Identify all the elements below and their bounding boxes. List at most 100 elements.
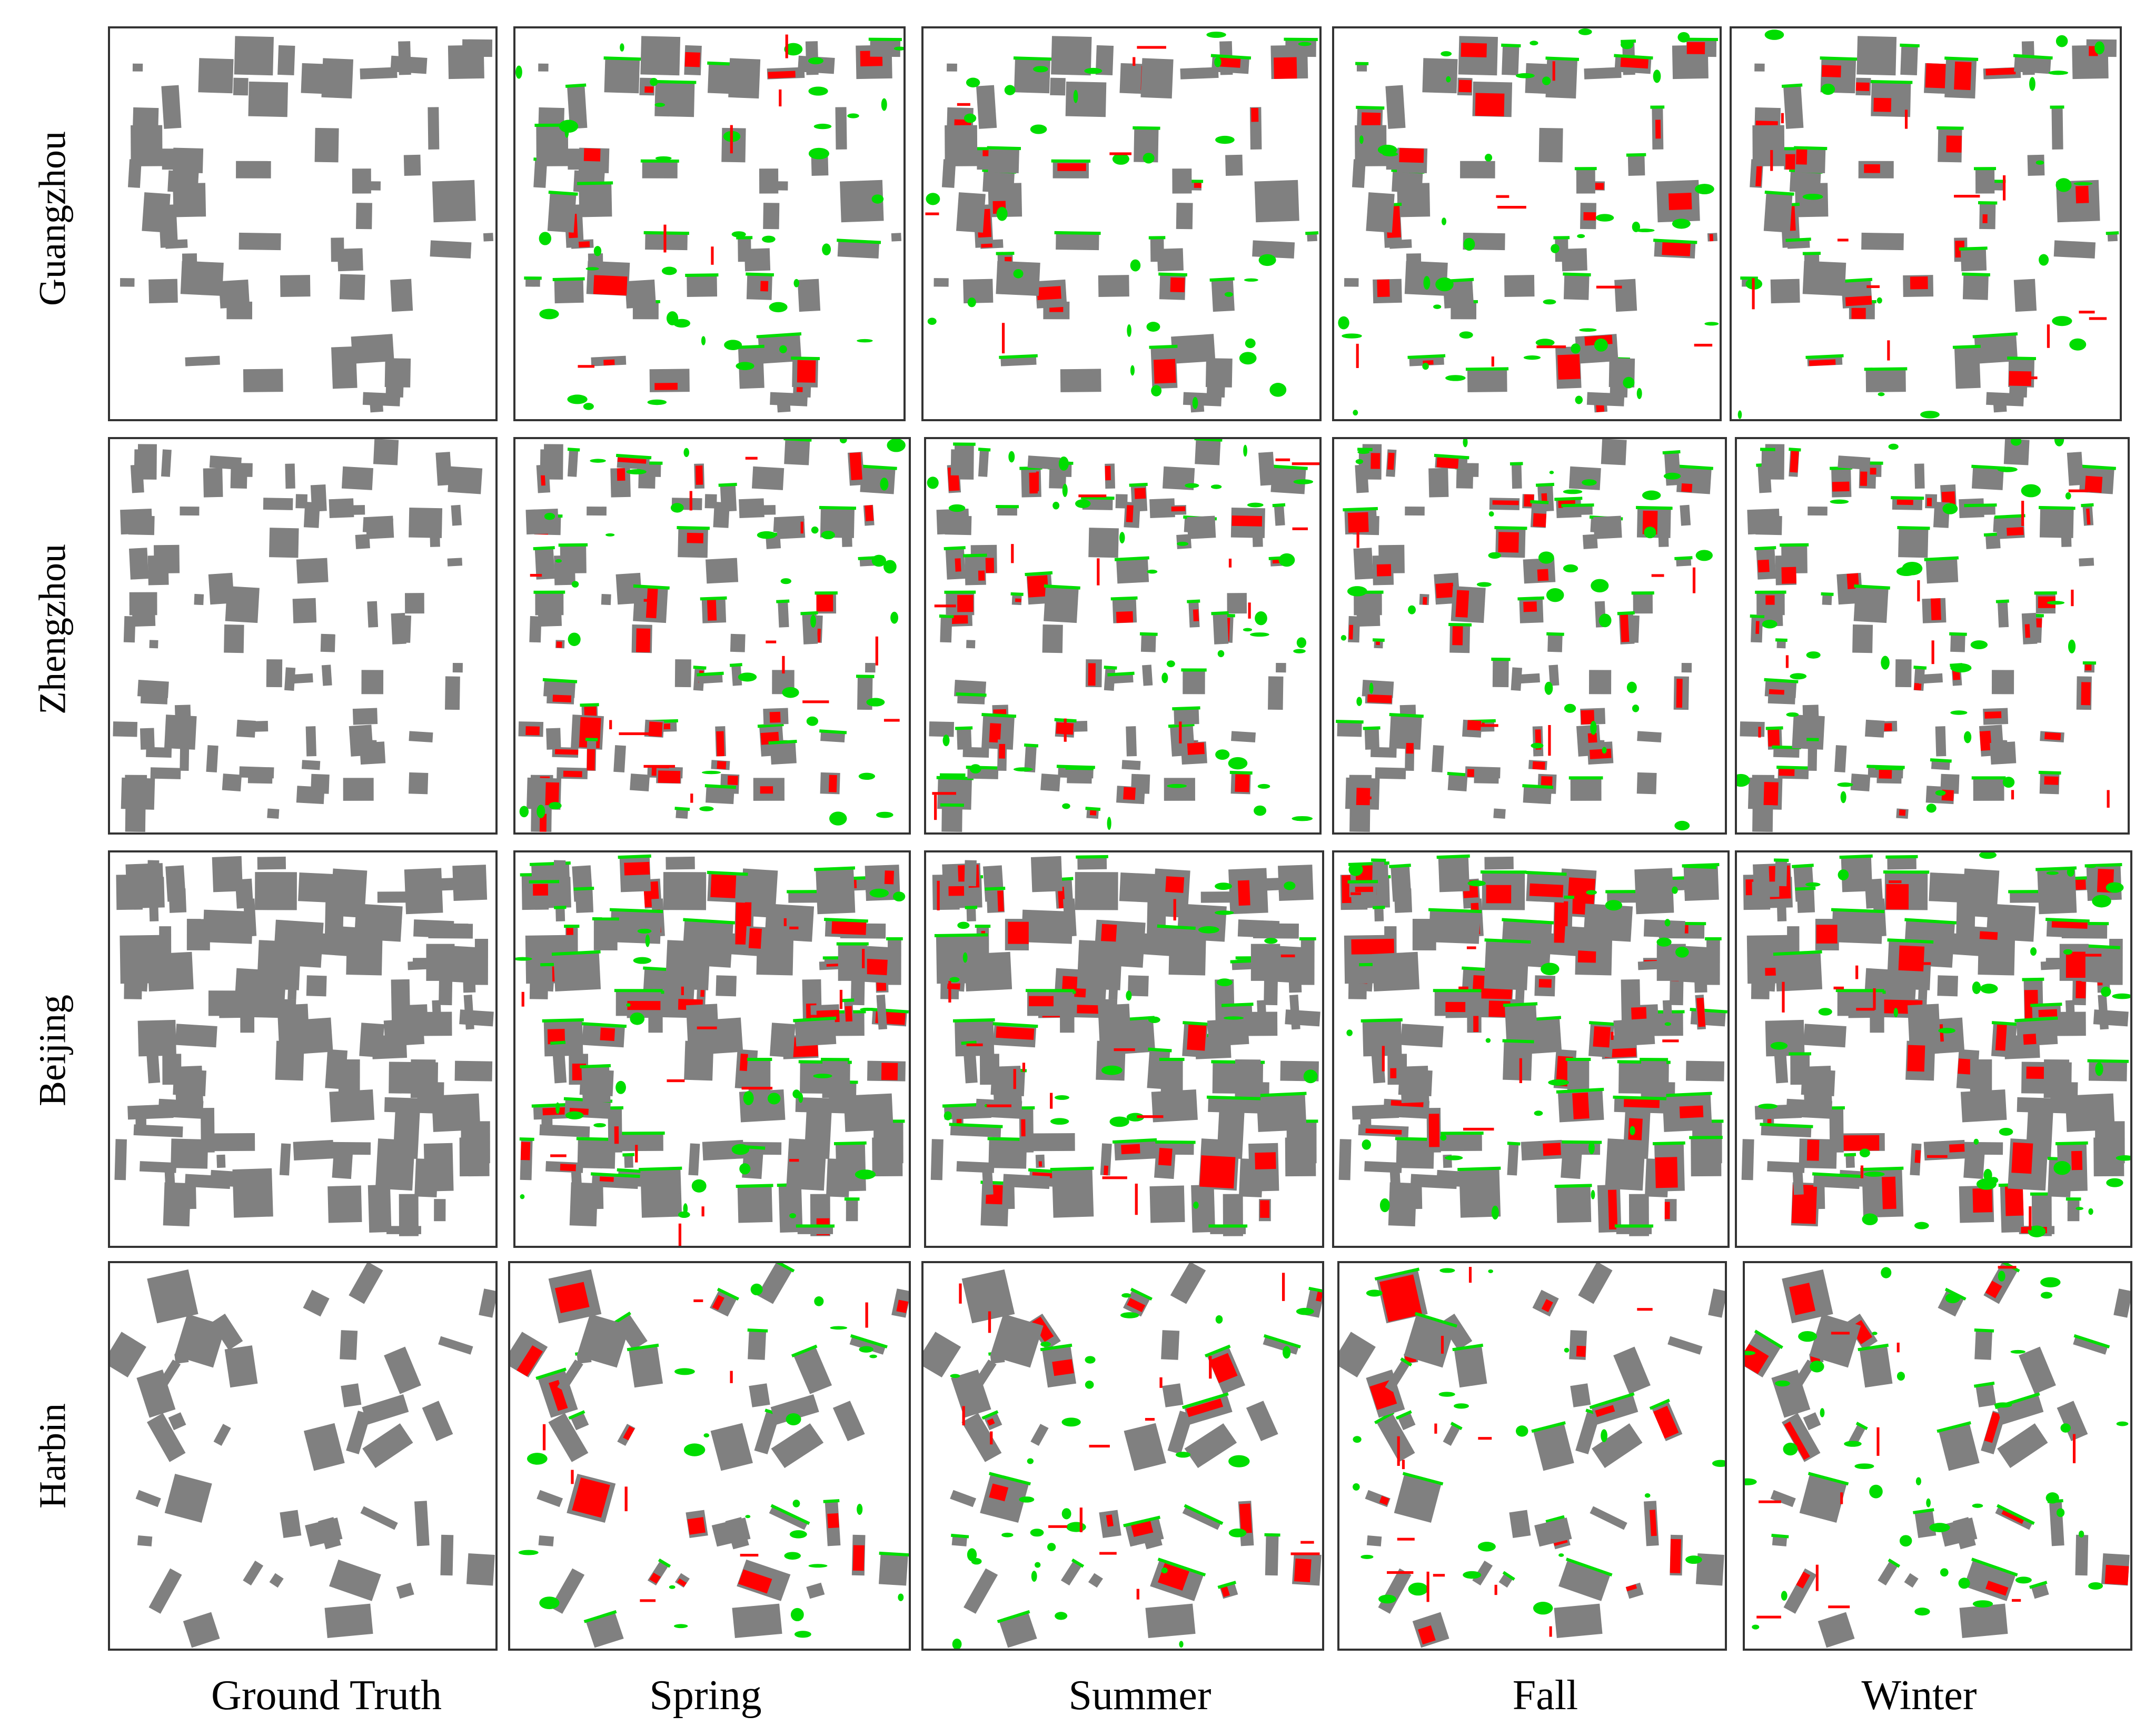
false-positive-edge — [2081, 944, 2120, 949]
false-positive-edge — [1760, 1123, 1813, 1128]
building — [257, 856, 286, 870]
false-positive-blob — [1764, 29, 1784, 40]
false-positive-blob — [1488, 552, 1502, 559]
missed-region — [1008, 921, 1029, 944]
missed-region — [1755, 621, 1760, 634]
false-positive-blob — [811, 526, 819, 534]
row-label-beijing: Beijing — [31, 995, 74, 1106]
missed-region — [624, 861, 650, 876]
false-positive-edge — [1357, 448, 1373, 451]
false-positive-blob — [1737, 773, 1750, 787]
building — [225, 586, 260, 623]
false-positive-edge — [2079, 464, 2116, 470]
building — [1385, 85, 1406, 129]
building — [1200, 891, 1235, 903]
building — [1274, 504, 1285, 526]
missed-region — [984, 558, 995, 573]
false-positive-edge — [2073, 1334, 2110, 1348]
false-positive-edge — [939, 773, 966, 777]
false-positive-edge — [1991, 1021, 2019, 1026]
building — [1983, 1263, 2018, 1304]
missed-strip — [521, 991, 524, 1007]
false-positive-edge — [747, 1328, 768, 1333]
false-positive-edge — [1588, 1021, 1616, 1026]
false-positive-edge — [1372, 638, 1385, 642]
building — [978, 449, 989, 477]
building — [1829, 1108, 1844, 1153]
missed-region — [654, 383, 678, 390]
false-positive-blob — [808, 86, 828, 96]
false-positive-blob — [1130, 259, 1141, 272]
missed-region — [2085, 663, 2092, 671]
building — [132, 63, 143, 72]
building — [929, 721, 955, 737]
missed-strip — [571, 1470, 574, 1484]
building — [1056, 232, 1099, 251]
building — [269, 1573, 284, 1588]
false-positive-blob — [1929, 1523, 1950, 1532]
building — [1808, 739, 1818, 771]
missed-region — [649, 1572, 661, 1584]
false-positive-edge — [2007, 356, 2037, 361]
building — [1225, 154, 1243, 176]
building — [1182, 1506, 1222, 1530]
false-positive-blob — [661, 266, 677, 275]
missed-region — [1910, 276, 1928, 290]
false-positive-edge — [576, 1137, 618, 1142]
false-positive-edge — [1553, 236, 1570, 240]
false-positive-blob — [779, 345, 787, 353]
segmentation-map — [113, 439, 483, 832]
false-positive-blob — [1013, 269, 1024, 279]
building — [836, 1143, 866, 1192]
false-positive-blob — [869, 1354, 877, 1358]
building — [1140, 633, 1156, 652]
missed-region — [2076, 980, 2086, 999]
false-positive-blob — [858, 772, 876, 780]
missed-strip — [1036, 471, 1039, 491]
segmentation-map — [1745, 1263, 2130, 1648]
false-positive-blob — [1840, 791, 1846, 803]
building — [1997, 1394, 2044, 1425]
false-positive-edge — [791, 1344, 818, 1358]
building — [835, 107, 847, 150]
missed-region — [1158, 1147, 1173, 1166]
missed-region — [1390, 1068, 1397, 1078]
building — [1021, 909, 1073, 944]
false-positive-blob — [1994, 1402, 2012, 1408]
missed-region — [1821, 65, 1841, 78]
false-positive-blob — [967, 297, 976, 307]
false-positive-blob — [1453, 1403, 1469, 1409]
building — [1507, 1143, 1519, 1176]
missed-region — [525, 726, 540, 736]
false-positive-edge — [658, 1558, 671, 1568]
missed-strip — [624, 1486, 628, 1512]
missed-region — [2086, 508, 2091, 525]
false-positive-blob — [789, 1213, 796, 1218]
false-positive-blob — [769, 302, 788, 313]
building — [216, 1154, 226, 1168]
missed-strip — [862, 949, 865, 968]
building — [124, 881, 152, 897]
segmentation-map — [1737, 29, 2119, 419]
missed-region — [1873, 97, 1892, 112]
building — [640, 1168, 682, 1218]
building — [180, 739, 190, 771]
false-positive-edge — [1705, 937, 1722, 941]
building — [1803, 1412, 1821, 1431]
building — [337, 248, 363, 272]
building — [431, 1093, 481, 1132]
missed-region — [1995, 1023, 2007, 1051]
building — [1667, 1336, 1703, 1355]
false-positive-blob — [1216, 978, 1233, 987]
missed-region — [716, 731, 724, 757]
building — [1588, 670, 1612, 695]
building — [413, 919, 454, 938]
panel-beijing-fall — [1332, 850, 1730, 1248]
false-positive-blob — [1770, 1041, 1788, 1050]
building — [213, 1424, 231, 1446]
false-positive-blob — [1989, 1177, 1999, 1184]
false-positive-edge — [1181, 1392, 1229, 1410]
building — [1231, 731, 1256, 743]
missed-strip — [2072, 1434, 2076, 1463]
false-positive-blob — [881, 98, 887, 111]
